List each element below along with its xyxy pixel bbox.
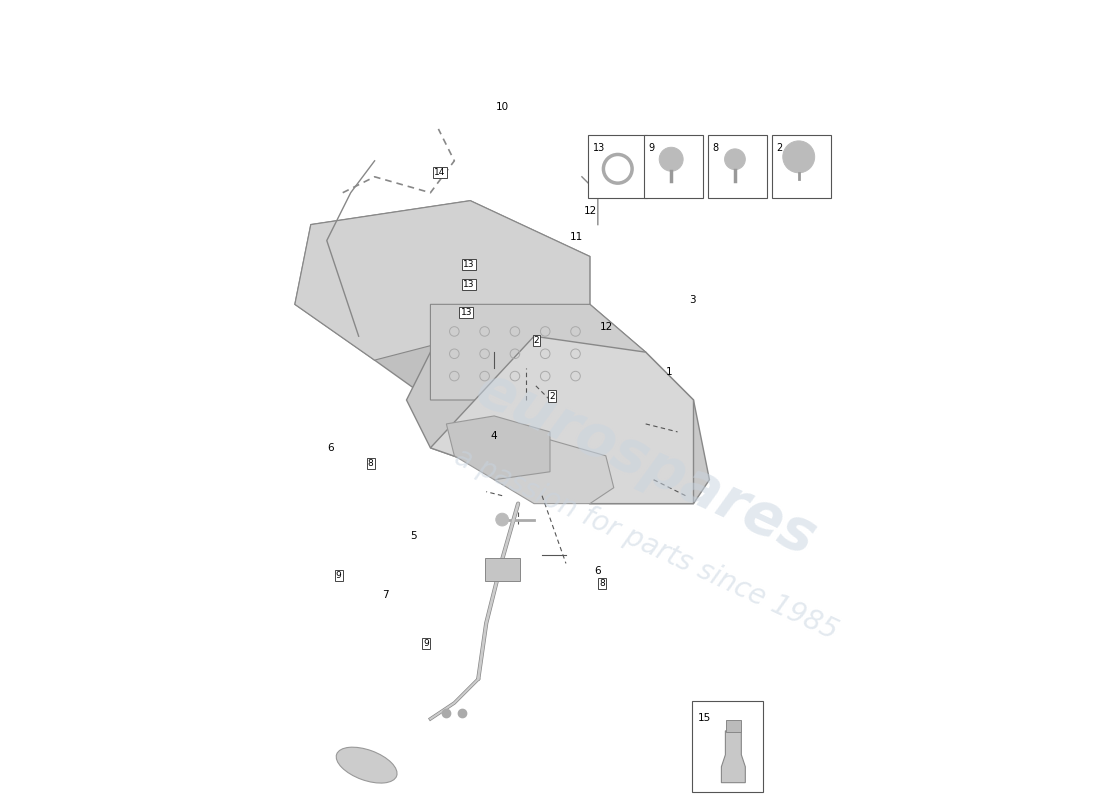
Text: 13: 13 (463, 280, 474, 289)
Text: 13: 13 (463, 260, 474, 269)
FancyBboxPatch shape (588, 135, 647, 198)
Polygon shape (327, 304, 646, 400)
Circle shape (783, 141, 815, 173)
Text: 6: 6 (594, 566, 601, 577)
Polygon shape (722, 731, 746, 782)
FancyBboxPatch shape (726, 721, 740, 732)
Text: 5: 5 (410, 530, 417, 541)
Text: 12: 12 (584, 206, 597, 216)
Text: eurospares: eurospares (466, 360, 825, 567)
Text: 14: 14 (434, 168, 446, 178)
Polygon shape (295, 201, 590, 360)
Text: 6: 6 (327, 443, 333, 453)
Polygon shape (494, 440, 614, 504)
Text: 15: 15 (697, 714, 711, 723)
Circle shape (725, 149, 746, 170)
Text: 7: 7 (383, 590, 389, 600)
Text: 9: 9 (649, 143, 654, 154)
Polygon shape (430, 304, 646, 400)
Text: 8: 8 (598, 579, 605, 588)
Text: 10: 10 (496, 102, 509, 113)
Text: 1: 1 (666, 367, 672, 377)
Text: 9: 9 (336, 571, 342, 580)
Polygon shape (407, 336, 710, 504)
Circle shape (659, 147, 683, 171)
Ellipse shape (337, 747, 397, 783)
Polygon shape (430, 336, 693, 504)
FancyBboxPatch shape (771, 135, 830, 198)
Text: 12: 12 (601, 322, 614, 332)
Text: 8: 8 (367, 459, 374, 468)
Text: 11: 11 (570, 231, 583, 242)
Text: 9: 9 (424, 638, 429, 648)
Text: 2: 2 (534, 336, 539, 345)
Text: 3: 3 (690, 295, 696, 306)
Text: 8: 8 (713, 143, 718, 154)
Text: 13: 13 (593, 143, 605, 154)
FancyBboxPatch shape (485, 558, 519, 581)
FancyBboxPatch shape (708, 135, 767, 198)
FancyBboxPatch shape (645, 135, 703, 198)
Text: 2: 2 (550, 391, 556, 401)
Polygon shape (295, 201, 590, 360)
Text: 4: 4 (491, 431, 497, 441)
Polygon shape (447, 416, 550, 480)
Text: 13: 13 (461, 308, 472, 317)
Circle shape (496, 514, 508, 526)
Text: a passion for parts since 1985: a passion for parts since 1985 (450, 442, 842, 645)
FancyBboxPatch shape (692, 702, 763, 792)
Text: 2: 2 (777, 143, 783, 154)
